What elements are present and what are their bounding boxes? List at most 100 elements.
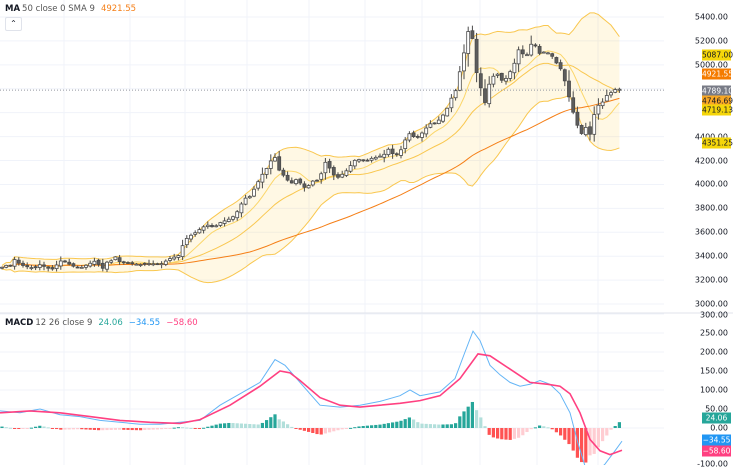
macd-histogram-bar [365, 425, 369, 428]
candle [575, 111, 580, 126]
macd-histogram-bar [21, 428, 25, 429]
candle [67, 261, 72, 265]
macd-histogram-bar [197, 428, 201, 429]
macd-histogram-bar [344, 428, 348, 429]
candle [525, 54, 529, 57]
candle [323, 161, 328, 174]
candle [378, 155, 382, 158]
macd-histogram-bar [269, 417, 273, 428]
macd-histogram-bar [491, 428, 495, 438]
macd-histogram-bar [609, 428, 613, 430]
macd-histogram-bar [84, 428, 88, 430]
macd-histogram-bar [147, 428, 151, 430]
macd-histogram-bar [613, 426, 617, 428]
macd-histogram-bar [336, 428, 340, 431]
candle [436, 119, 441, 124]
macd-histogram-bar [248, 423, 252, 428]
candle [554, 57, 559, 64]
macd-axis-tick: -100.00 [697, 459, 728, 469]
macd-histogram-bar [512, 428, 516, 439]
ma-indicator-legend[interactable]: MA 50 close 0 SMA 9 4921.55 [5, 4, 136, 14]
price-tag: 4746.69 [702, 95, 733, 107]
macd-legend-signal: −58.60 [166, 318, 198, 328]
candle [210, 225, 214, 228]
price-axis-tick: 3000.00 [694, 299, 728, 309]
candle [558, 62, 563, 70]
candle [25, 265, 30, 268]
candle [100, 262, 105, 269]
price-axis-tick: 4400.00 [695, 132, 728, 141]
price-axis-tick: 5200.00 [694, 36, 728, 46]
candle [491, 75, 496, 85]
macd-histogram-bar [617, 422, 621, 428]
macd-legend-name: MACD [5, 318, 34, 328]
candle [21, 262, 25, 266]
candle [348, 165, 353, 172]
macd-histogram-bar [374, 424, 378, 428]
candle [462, 52, 466, 72]
ma50-line [1, 97, 620, 268]
candle [50, 267, 55, 270]
candle [428, 123, 433, 128]
macd-histogram-bar [71, 428, 75, 430]
price-axis-tick: 5000.00 [694, 60, 728, 70]
candle [369, 157, 374, 161]
macd-histogram-bar [483, 426, 487, 428]
macd-histogram-bar [437, 424, 441, 428]
macd-histogram-bar [546, 427, 550, 429]
macd-histogram-bar [412, 419, 416, 428]
price-axis-tick: 4000.00 [694, 179, 728, 189]
candle [29, 267, 34, 269]
macd-histogram-bar [454, 423, 458, 428]
macd-histogram-bar [386, 423, 390, 428]
candle [386, 148, 391, 156]
macd-histogram-bar [449, 424, 453, 428]
macd-histogram-bar [218, 423, 222, 428]
candle [394, 153, 399, 156]
macd-histogram-bar [567, 428, 571, 445]
macd-histogram-bar [286, 424, 290, 428]
macd-histogram-bar [155, 428, 159, 430]
macd-histogram-bar [67, 428, 71, 430]
macd-indicator-legend[interactable]: MACD 12 26 close 9 24.06 −34.55 −58.60 [5, 318, 198, 328]
candle [579, 125, 584, 134]
macd-histogram-bar [252, 424, 256, 428]
candle [155, 263, 160, 266]
candle [79, 266, 84, 269]
macd-histogram-bar [521, 428, 525, 436]
candle [613, 89, 618, 93]
macd-histogram-bar [223, 423, 227, 428]
macd-histogram-bar [101, 428, 105, 431]
candle [189, 234, 193, 240]
candle [130, 262, 135, 265]
candle [336, 174, 340, 178]
candle [562, 69, 567, 82]
candle [596, 104, 601, 115]
macd-histogram-bar [214, 424, 218, 428]
candle [457, 71, 462, 91]
macd-axis-tick: 200.00 [700, 347, 728, 357]
macd-histogram-bar [391, 422, 395, 428]
candle [205, 224, 210, 228]
candle [126, 262, 130, 264]
candle [222, 220, 227, 224]
macd-histogram-bar [328, 428, 332, 433]
candle [58, 260, 63, 267]
candle [96, 259, 101, 265]
candle [499, 72, 504, 81]
candle [466, 31, 471, 54]
candle [390, 148, 395, 154]
price-tag: 4351.25 [702, 137, 733, 149]
candle [163, 260, 168, 265]
collapse-legend-button[interactable]: ⌃ [5, 17, 22, 31]
candle [520, 49, 525, 55]
macd-histogram-bar [55, 428, 59, 430]
candle [138, 264, 143, 266]
candle [201, 226, 206, 231]
macd-legend-params: 12 26 close 9 [35, 318, 93, 328]
candle [415, 135, 420, 138]
bollinger-band-fill [2, 12, 620, 283]
candle [357, 159, 361, 162]
